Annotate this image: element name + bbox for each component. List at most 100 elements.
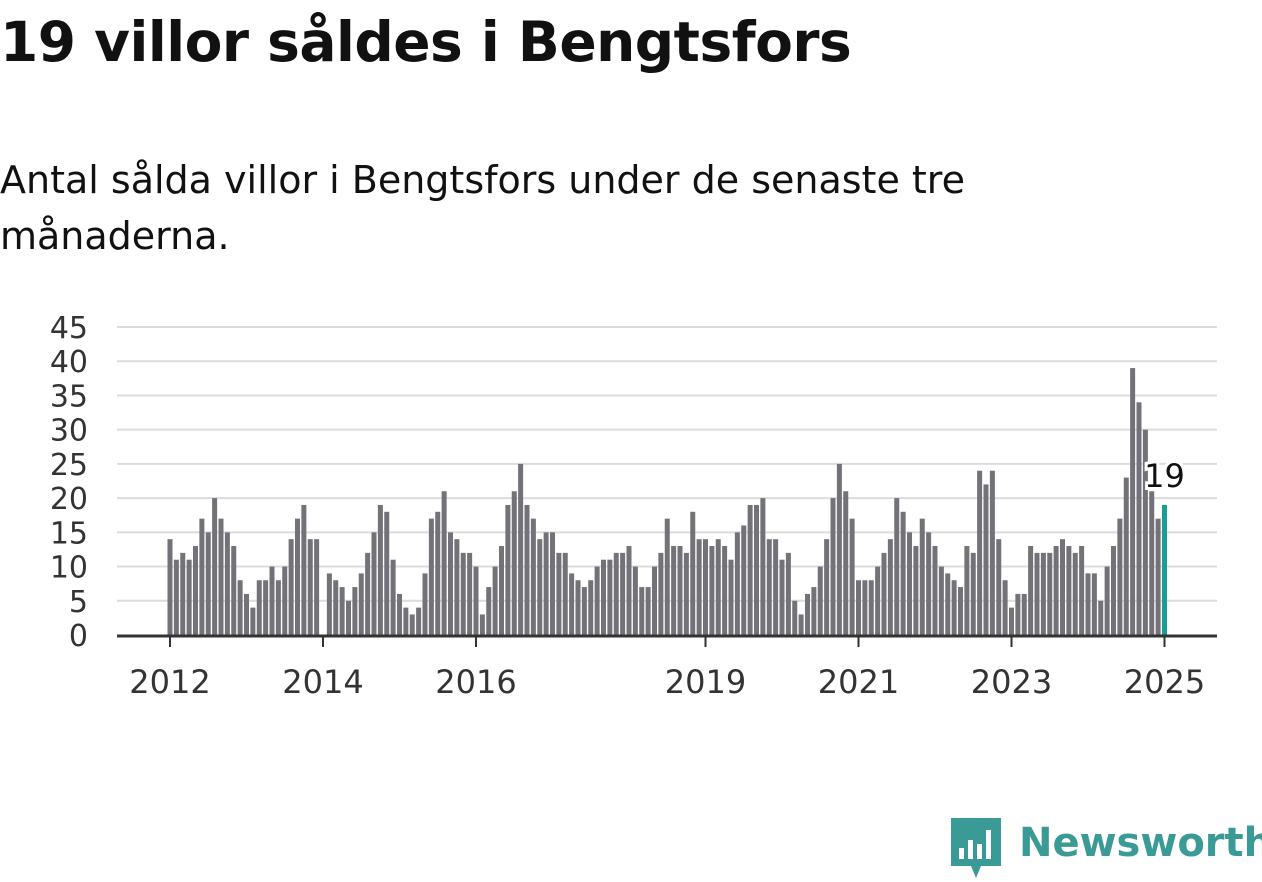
bar (868, 580, 874, 635)
bar (824, 539, 830, 635)
bar (307, 539, 313, 635)
bar (180, 552, 186, 635)
bar (212, 498, 218, 635)
brand-name: Newsworthy (1019, 820, 1262, 866)
y-tick-label: 40 (50, 345, 88, 380)
bar (295, 518, 300, 635)
annotations: 19 (1141, 454, 1188, 498)
bar (1136, 402, 1142, 635)
bar (569, 573, 575, 635)
bar (1098, 600, 1104, 635)
bar (690, 511, 696, 635)
bar (779, 559, 785, 635)
bar (282, 566, 288, 635)
bar (1155, 518, 1161, 635)
bar (173, 559, 179, 635)
bar (550, 532, 555, 635)
bar (1149, 491, 1155, 635)
bar (856, 580, 861, 635)
bar (798, 614, 804, 635)
bar (977, 470, 983, 635)
grid-lines (117, 326, 1217, 602)
bar (588, 580, 594, 635)
bar (1111, 546, 1116, 635)
bar (741, 525, 747, 635)
bar (346, 600, 351, 635)
bar (881, 552, 887, 635)
bar (792, 600, 798, 635)
bar (652, 566, 657, 635)
bar (269, 566, 275, 635)
bar (1142, 429, 1148, 635)
bar (1072, 552, 1078, 635)
newsworthy-logo-icon (951, 818, 1001, 878)
bar (390, 559, 396, 635)
bar (932, 546, 938, 635)
bar (594, 566, 600, 635)
bar (958, 587, 963, 635)
bar (256, 580, 262, 635)
x-axis-ticks: 2012 2014 2016 2019 2021 2023 2025 (129, 635, 1205, 701)
bar (562, 552, 568, 635)
bar (218, 518, 224, 635)
bar (696, 539, 702, 635)
bar (632, 566, 638, 635)
bar (384, 511, 390, 635)
y-tick-label: 15 (50, 516, 88, 551)
bar (250, 607, 256, 635)
bar (703, 539, 708, 635)
bar (900, 511, 906, 635)
bar (365, 552, 371, 635)
bar (1047, 552, 1053, 635)
bar (760, 498, 766, 635)
bar (499, 546, 504, 635)
x-tick-label: 2025 (1124, 663, 1205, 701)
chart-title: 19 villor såldes i Bengtsfors (0, 10, 852, 74)
bar (333, 580, 339, 635)
bar (1123, 477, 1129, 635)
bar (1104, 566, 1110, 635)
bar (601, 559, 606, 635)
bar (658, 552, 664, 635)
bar (817, 566, 823, 635)
bar (728, 559, 734, 635)
bar (530, 518, 536, 635)
bar (275, 580, 281, 635)
y-tick-label: 45 (50, 311, 88, 346)
bar (167, 539, 173, 635)
y-tick-label: 25 (50, 448, 88, 483)
bar (843, 491, 849, 635)
bar (435, 511, 441, 635)
bar (989, 470, 995, 635)
bar-highlight (1162, 504, 1167, 635)
bar (1066, 546, 1072, 635)
bar (224, 532, 230, 635)
bar (645, 587, 651, 635)
bar (613, 552, 619, 635)
bar (403, 607, 409, 635)
bar (397, 593, 402, 635)
bar (422, 573, 428, 635)
bar (358, 573, 364, 635)
bar (186, 559, 192, 635)
bar (537, 539, 543, 635)
bar (199, 518, 205, 635)
bar (811, 587, 817, 635)
x-tick-label: 2014 (282, 663, 363, 701)
bar (919, 518, 925, 635)
bar (543, 532, 549, 635)
bar (428, 518, 434, 635)
bar (849, 518, 855, 635)
bar (479, 614, 485, 635)
y-tick-label: 30 (50, 414, 88, 449)
bar (326, 573, 332, 635)
bar (964, 546, 970, 635)
chart-subtitle: Antal sålda villor i Bengtsfors under de… (0, 158, 965, 258)
bar (1028, 546, 1034, 635)
bar (352, 587, 358, 635)
bar (231, 546, 237, 635)
bar (339, 587, 345, 635)
bar (887, 539, 893, 635)
